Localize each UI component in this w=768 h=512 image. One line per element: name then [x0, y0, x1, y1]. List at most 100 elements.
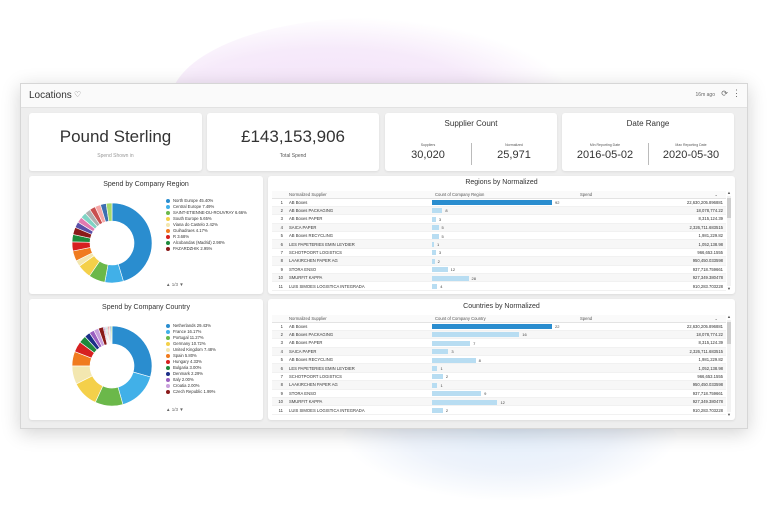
pager-up-icon[interactable]: ▲ — [166, 407, 171, 412]
table-row[interactable]: 9 STORA ENSO 9 937,718.759661 — [272, 389, 726, 399]
scroll-down-icon[interactable]: ▼ — [727, 286, 731, 291]
table-row[interactable]: 5 AB Boxes RECYCLING 8 1,981,229.82 — [272, 355, 726, 365]
legend-item[interactable]: R 3.68% — [166, 234, 256, 239]
count-bar — [432, 340, 471, 346]
legend-swatch — [166, 240, 170, 245]
table-row[interactable]: 4 SAICA PAPER 5 2,326,711.683515 — [272, 223, 726, 233]
donut-slice[interactable] — [105, 202, 113, 222]
column-header-supplier[interactable]: Normalized Supplier — [286, 191, 432, 199]
scrollbar-thumb[interactable] — [727, 198, 731, 218]
sort-desc-icon[interactable]: ⌄ — [714, 191, 718, 197]
country-legend-pager[interactable]: ▲ 1/3 ▼ — [166, 407, 184, 412]
column-header-count[interactable]: Count of Company Region — [432, 191, 577, 199]
count-cell: 3 — [432, 347, 577, 357]
refresh-icon[interactable]: ⟳ — [721, 89, 728, 98]
legend-item[interactable]: France 16.17% — [166, 329, 256, 334]
legend-item[interactable]: Netherlands 29.43% — [166, 323, 256, 328]
legend-swatch — [166, 246, 170, 251]
legend-label: Germany 10.72% — [173, 341, 206, 346]
legend-item[interactable]: Portugal 11.27% — [166, 335, 256, 340]
table-row[interactable]: 7 SCHOTPOORT LOGISTICS 2 966,653.1555 — [272, 372, 726, 382]
column-header-count[interactable]: Count of Company Country — [432, 315, 577, 323]
table-row[interactable]: 10 SMURFIT KAPPA 12 927,349.380478 — [272, 397, 726, 407]
region-legend: North Europe 45.40% Central Europe 7.49% S… — [166, 198, 256, 252]
supplier-cell: SMURFIT KAPPA — [286, 397, 432, 407]
table-row[interactable]: 3 AB Boxes PAPER 3 8,315,124.39 — [272, 214, 726, 224]
count-value: 5 — [441, 225, 444, 231]
heart-icon[interactable]: ♡ — [74, 90, 82, 99]
legend-item[interactable]: Spain 5.80% — [166, 353, 256, 358]
table-row[interactable]: 6 LES PAPETERIES EMIN LEYDIER 1 1,052,138.9… — [272, 363, 726, 373]
country-donut-chart[interactable] — [69, 323, 155, 409]
sort-desc-icon[interactable]: ⌄ — [714, 315, 718, 321]
legend-item[interactable]: South Europe 5.65% — [166, 216, 256, 221]
table-row[interactable]: 8 LAAKIRCHEN PAPER AG 1 950,450.033598 — [272, 380, 726, 390]
region-legend-pager[interactable]: ▲ 1/3 ▼ — [166, 282, 184, 287]
legend-item[interactable]: United Kingdom 7.48% — [166, 347, 256, 352]
donut-slice[interactable] — [111, 325, 153, 378]
legend-swatch — [166, 371, 170, 376]
region-donut-chart[interactable] — [69, 200, 155, 286]
column-header-spend[interactable]: Spend ⌄ — [577, 315, 726, 323]
table-row[interactable]: 9 STORA ENSO 12 937,718.759661 — [272, 265, 726, 275]
table-header-index — [272, 315, 286, 323]
scrollbar-thumb[interactable] — [727, 322, 731, 344]
legend-item[interactable]: North Europe 45.40% — [166, 198, 256, 203]
pager-up-icon[interactable]: ▲ — [166, 282, 171, 287]
scroll-up-icon[interactable]: ▲ — [727, 314, 731, 319]
table-row[interactable]: 2 AB Boxes PACKAGING 16 18,078,774.22 — [272, 330, 726, 340]
scroll-down-icon[interactable]: ▼ — [727, 412, 731, 417]
supplier-cell: LUIS SIMOES LOGISTICA INTEGRADA — [286, 405, 432, 415]
more-vert-icon[interactable]: ⋮ — [732, 88, 741, 98]
country-legend: Netherlands 29.43% France 16.17% Portugal … — [166, 323, 256, 395]
supplier-cell: STORA ENSO — [286, 265, 432, 275]
table-header-row: Normalized Supplier Count of Company Cou… — [272, 315, 726, 323]
table-row[interactable]: 6 LES PAPETERIES EMIN LEYDIER 1 1,052,138.9… — [272, 239, 726, 249]
legend-item[interactable]: Croatia 2.00% — [166, 383, 256, 388]
table-row[interactable]: 2 AB Boxes PACKAGING 8 18,078,774.22 — [272, 206, 726, 216]
table-row[interactable]: 1 AB Boxes 92 22,630,205.896881 — [272, 198, 726, 207]
scrollbar-track[interactable] — [727, 196, 731, 286]
table-row[interactable]: 8 LAAKIRCHEN PAPER AG 2 950,450.033598 — [272, 256, 726, 266]
supplier-cell: SCHOTPOORT LOGISTICS — [286, 248, 432, 258]
legend-item[interactable]: Viana do Castelo 2.42% — [166, 222, 256, 227]
legend-item[interactable]: Germany 10.72% — [166, 341, 256, 346]
table-row[interactable]: 4 SAICA PAPER 3 2,326,711.683515 — [272, 347, 726, 357]
legend-item[interactable]: Guihadraes 4.17% — [166, 228, 256, 233]
table-row[interactable]: 3 AB Boxes PAPER 7 8,315,124.39 — [272, 338, 726, 348]
column-header-spend[interactable]: Spend ⌄ — [577, 191, 726, 199]
pager-down-icon[interactable]: ▼ — [179, 282, 184, 287]
legend-item[interactable]: PAZARDZHIK 2.95% — [166, 246, 256, 251]
legend-item[interactable]: Hungary 4.33% — [166, 359, 256, 364]
table-row[interactable]: 11 LUIS SIMOES LOGISTICA INTEGRADA 2 910,28… — [272, 405, 726, 415]
column-header-supplier[interactable]: Normalized Supplier — [286, 315, 432, 323]
legend-item[interactable]: Bulgaria 3.00% — [166, 365, 256, 370]
table-row[interactable]: 1 AB Boxes 22 22,630,205.896881 — [272, 322, 726, 331]
legend-item[interactable]: Denmark 2.29% — [166, 371, 256, 376]
legend-item[interactable]: SAINT-ETIENNE-DU-ROUVRAY 6.66% — [166, 210, 256, 215]
count-bar — [432, 324, 552, 329]
legend-item[interactable]: Italy 2.00% — [166, 377, 256, 382]
legend-item[interactable]: Alcobandas (Madrid) 2.98% — [166, 240, 256, 245]
supplier-cell: STORA ENSO — [286, 389, 432, 399]
pager-down-icon[interactable]: ▼ — [179, 407, 184, 412]
table-row[interactable]: 7 SCHOTPOORT LOGISTICS 3 966,653.1555 — [272, 248, 726, 258]
row-index: 4 — [272, 223, 286, 233]
supplier-cell: AB Boxes — [286, 322, 432, 331]
scroll-up-icon[interactable]: ▲ — [727, 190, 731, 195]
table-row[interactable]: 10 SMURFIT KAPPA 28 927,349.380478 — [272, 273, 726, 283]
legend-item[interactable]: Czech Republic 1.99% — [166, 389, 256, 394]
supplier-cell: SMURFIT KAPPA — [286, 273, 432, 283]
table-row[interactable]: 5 AB Boxes RECYCLING 5 1,981,229.82 — [272, 231, 726, 241]
count-bar — [432, 200, 552, 205]
donut-slice[interactable] — [111, 202, 153, 282]
donut-slice[interactable] — [117, 371, 151, 405]
donut-slice[interactable] — [110, 325, 113, 345]
table-header-index — [272, 191, 286, 199]
total-spend-value: £143,153,906 — [241, 127, 345, 146]
legend-item[interactable]: Central Europe 7.49% — [166, 204, 256, 209]
scrollbar-track[interactable] — [727, 320, 731, 412]
count-cell: 5 — [432, 223, 577, 233]
legend-label: South Europe 5.65% — [173, 216, 212, 221]
table-row[interactable]: 11 LUIS SIMOES LOGISTICA INTEGRADA 4 910,28… — [272, 281, 726, 291]
